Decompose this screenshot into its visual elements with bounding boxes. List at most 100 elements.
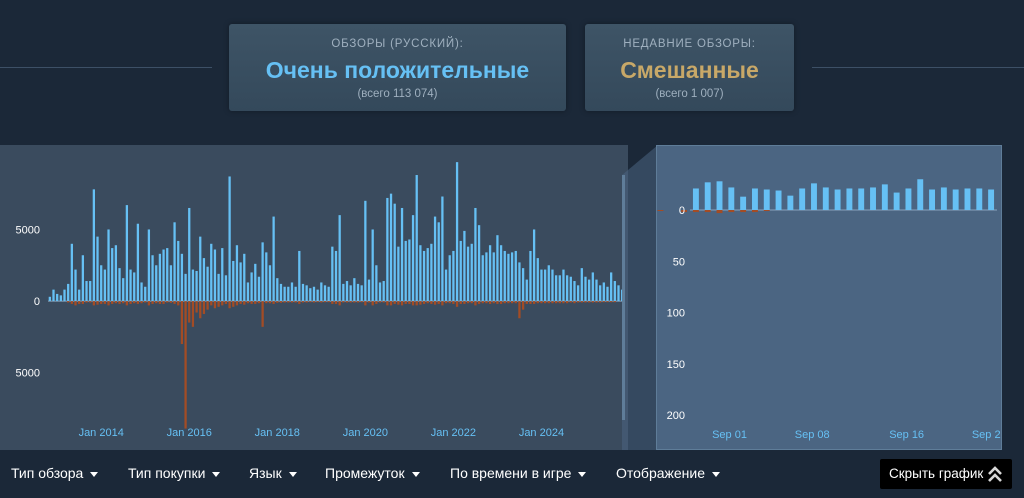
negative-review-bar[interactable] [239, 301, 242, 304]
positive-review-bar[interactable] [411, 215, 415, 302]
positive-review-bar[interactable] [375, 265, 378, 302]
negative-review-bar[interactable] [448, 301, 451, 304]
positive-review-bar[interactable] [364, 200, 367, 302]
negative-review-bar[interactable] [70, 301, 73, 304]
positive-review-bar[interactable] [474, 207, 477, 302]
positive-review-bar[interactable] [716, 181, 723, 210]
negative-review-bar[interactable] [536, 301, 539, 304]
negative-review-bar[interactable] [404, 301, 407, 304]
negative-review-bar[interactable] [507, 301, 510, 304]
negative-review-bar[interactable] [92, 301, 95, 306]
negative-review-bar[interactable] [158, 301, 162, 304]
negative-review-bar[interactable] [184, 301, 187, 429]
positive-review-bar[interactable] [433, 216, 437, 302]
positive-review-bar[interactable] [301, 283, 305, 302]
negative-review-bar[interactable] [382, 301, 385, 303]
negative-review-bar[interactable] [180, 301, 184, 345]
negative-review-bar[interactable] [202, 301, 206, 314]
positive-review-bar[interactable] [858, 188, 865, 210]
negative-review-bar[interactable] [602, 301, 605, 303]
negative-review-bar[interactable] [408, 301, 411, 304]
positive-review-bar[interactable] [455, 162, 459, 302]
negative-review-bar[interactable] [265, 301, 268, 304]
positive-review-bar[interactable] [499, 245, 503, 302]
positive-review-bar[interactable] [155, 265, 158, 302]
all-reviews-summary[interactable]: ОБЗОРЫ (РУССКИЙ): Очень положительные (в… [229, 24, 566, 111]
negative-review-bar[interactable] [309, 301, 312, 303]
positive-review-bar[interactable] [100, 265, 103, 302]
positive-review-bar[interactable] [551, 269, 554, 302]
positive-review-bar[interactable] [917, 179, 924, 210]
positive-review-bar[interactable] [964, 188, 971, 210]
negative-review-bar[interactable] [217, 301, 220, 307]
positive-review-bar[interactable] [96, 236, 99, 302]
negative-review-bar[interactable] [565, 301, 569, 304]
negative-review-bar[interactable] [191, 301, 195, 327]
positive-review-bar[interactable] [595, 279, 598, 302]
positive-review-bar[interactable] [588, 279, 591, 302]
negative-review-bar[interactable] [279, 301, 283, 303]
positive-review-bar[interactable] [114, 245, 118, 302]
positive-review-bar[interactable] [103, 269, 107, 302]
negative-review-bar[interactable] [173, 301, 176, 304]
negative-review-bar[interactable] [356, 301, 360, 303]
positive-review-bar[interactable] [320, 282, 323, 302]
negative-review-bar[interactable] [577, 301, 580, 303]
negative-review-bar[interactable] [243, 301, 246, 305]
negative-review-bar[interactable] [499, 301, 503, 304]
negative-review-bar[interactable] [155, 301, 158, 304]
positive-review-bar[interactable] [334, 250, 338, 302]
positive-review-bar[interactable] [787, 195, 794, 210]
positive-review-bar[interactable] [905, 188, 912, 210]
negative-review-bar[interactable] [551, 301, 554, 304]
positive-review-bar[interactable] [599, 285, 602, 302]
negative-review-bar[interactable] [147, 301, 151, 306]
negative-review-bar[interactable] [470, 301, 473, 304]
negative-review-bar[interactable] [441, 301, 444, 306]
positive-review-bar[interactable] [371, 229, 374, 302]
negative-review-bar[interactable] [162, 301, 165, 304]
positive-review-bar[interactable] [430, 243, 433, 302]
negative-review-bar[interactable] [89, 301, 92, 303]
negative-review-bar[interactable] [283, 301, 286, 303]
negative-review-bar[interactable] [657, 210, 664, 212]
negative-review-bar[interactable] [331, 301, 334, 304]
positive-review-bar[interactable] [569, 276, 572, 302]
positive-review-bar[interactable] [107, 229, 110, 302]
positive-review-bar[interactable] [521, 268, 525, 302]
positive-review-bar[interactable] [496, 235, 499, 302]
negative-review-bar[interactable] [276, 301, 279, 303]
positive-review-bar[interactable] [811, 183, 817, 210]
positive-review-bar[interactable] [565, 275, 569, 302]
positive-review-bar[interactable] [422, 250, 426, 302]
negative-review-bar[interactable] [129, 301, 132, 304]
negative-review-bar[interactable] [349, 301, 352, 303]
negative-review-bar[interactable] [569, 301, 572, 303]
negative-review-bar[interactable] [125, 301, 129, 306]
positive-review-bar[interactable] [554, 275, 558, 302]
positive-review-bar[interactable] [834, 189, 841, 211]
negative-review-bar[interactable] [437, 301, 440, 304]
positive-review-bar[interactable] [525, 279, 528, 302]
negative-review-bar[interactable] [177, 301, 180, 306]
positive-review-bar[interactable] [613, 281, 616, 302]
positive-review-bar[interactable] [323, 285, 327, 302]
positive-review-bar[interactable] [235, 245, 239, 302]
negative-review-bar[interactable] [118, 301, 121, 304]
positive-review-bar[interactable] [195, 271, 198, 302]
positive-review-bar[interactable] [704, 182, 711, 210]
positive-review-bar[interactable] [206, 266, 209, 302]
positive-review-bar[interactable] [360, 285, 363, 302]
negative-review-bar[interactable] [444, 301, 448, 304]
positive-review-bar[interactable] [224, 275, 228, 302]
positive-review-bar[interactable] [111, 248, 114, 302]
overall-reviews-chart[interactable]: 5000 0 5000 Jan 2014 Jan 2016 Jan 2018 Jan 202… [0, 145, 628, 450]
negative-review-bar[interactable] [213, 301, 217, 309]
negative-review-bar[interactable] [510, 301, 514, 304]
positive-review-bar[interactable] [298, 250, 301, 302]
positive-review-bar[interactable] [210, 243, 213, 302]
positive-review-bar[interactable] [294, 286, 297, 302]
negative-review-bar[interactable] [411, 301, 415, 306]
negative-review-bar[interactable] [751, 210, 758, 213]
positive-review-bar[interactable] [470, 243, 473, 302]
